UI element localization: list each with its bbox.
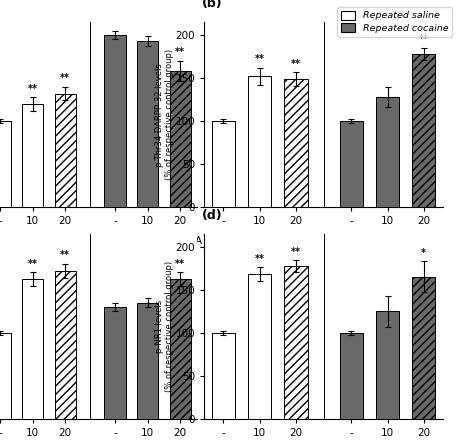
Text: **: ** [60,73,70,83]
FancyBboxPatch shape [213,246,235,263]
Bar [248,76,271,207]
FancyBboxPatch shape [170,246,190,263]
FancyBboxPatch shape [138,246,157,263]
Bar [137,41,158,207]
FancyBboxPatch shape [105,246,125,263]
Text: (d): (d) [202,209,223,222]
Bar [340,333,363,419]
Bar [212,121,235,207]
Text: **: ** [175,47,185,57]
Bar [212,333,235,419]
Text: **: ** [60,250,70,261]
Text: **: ** [28,259,38,269]
Text: (b): (b) [202,0,223,10]
Bar [284,79,308,207]
Bar [55,271,76,419]
Bar [412,277,436,419]
FancyBboxPatch shape [285,246,307,263]
Text: **: ** [255,254,265,264]
Bar [376,97,399,207]
Y-axis label: p-NR1 levels
(% of respective control group): p-NR1 levels (% of respective control gr… [155,261,174,392]
Bar [22,104,43,207]
Text: *: * [421,248,426,258]
Text: **: ** [28,83,38,93]
Bar [55,93,76,207]
Bar [412,54,436,207]
Bar [0,121,11,207]
Legend: Repeated saline, Repeated cocaine: Repeated saline, Repeated cocaine [337,7,452,37]
Text: **: ** [255,54,265,64]
Bar [248,274,271,419]
Bar [169,71,190,207]
FancyBboxPatch shape [22,246,43,263]
Text: **: ** [175,259,185,269]
FancyBboxPatch shape [55,246,75,263]
Y-axis label: p-Thr34 DARPP-32 levels
(% of respective control group): p-Thr34 DARPP-32 levels (% of respective… [155,49,174,180]
Bar [376,311,399,419]
Bar [22,280,43,419]
FancyBboxPatch shape [248,246,271,263]
Bar [340,121,363,207]
FancyBboxPatch shape [376,246,399,263]
Bar [169,280,190,419]
Text: **: ** [291,59,301,68]
FancyBboxPatch shape [340,246,363,263]
Bar [284,266,308,419]
Bar [105,307,125,419]
Text: COCA: COCA [172,236,202,246]
Bar [105,35,125,207]
Text: **: ** [291,247,301,257]
FancyBboxPatch shape [413,246,435,263]
Text: **: ** [419,34,429,45]
Bar [0,333,11,419]
Bar [137,303,158,419]
